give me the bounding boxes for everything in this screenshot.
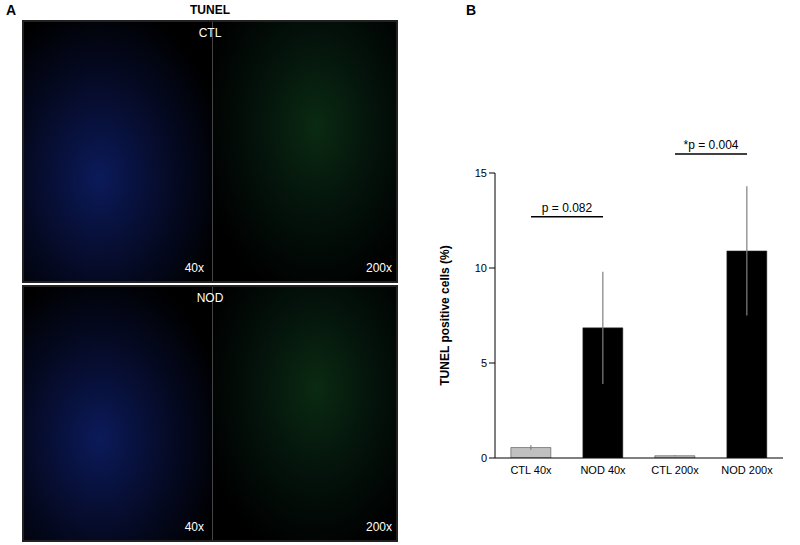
svg-text:15: 15	[475, 167, 487, 179]
html-text:TUNEL: TUNEL	[190, 3, 230, 17]
html-text:40x: 40x	[184, 261, 204, 275]
html-text:200x: 200x	[366, 520, 392, 534]
html-text:40x: 40x	[184, 520, 204, 534]
svg-text:NOD 200x: NOD 200x	[721, 464, 773, 476]
svg-text:CTL 40x: CTL 40x	[510, 464, 552, 476]
svg-text:*p = 0.004: *p = 0.004	[683, 138, 738, 152]
html-text:NOD: NOD	[196, 291, 224, 305]
svg-text:NOD 40x: NOD 40x	[580, 464, 626, 476]
html-text:B: B	[466, 2, 477, 18]
html-text:CTL: CTL	[198, 26, 222, 40]
svg-text:0: 0	[481, 452, 487, 464]
svg-text:p = 0.082: p = 0.082	[542, 201, 593, 215]
svg-text:TUNEL positive cells (%): TUNEL positive cells (%)	[438, 245, 452, 385]
svg-text:5: 5	[481, 357, 487, 369]
svg-text:CTL 200x: CTL 200x	[651, 464, 699, 476]
html-text:200x: 200x	[366, 261, 392, 275]
html-text:A: A	[6, 2, 17, 18]
svg-text:10: 10	[475, 262, 487, 274]
